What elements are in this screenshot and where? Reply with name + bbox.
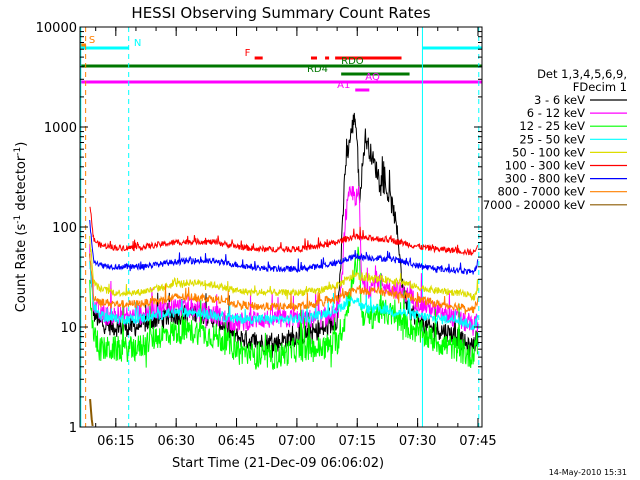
chart-title: HESSI Observing Summary Count Rates — [131, 4, 430, 22]
y-tick-label: 10000 — [36, 21, 77, 36]
legend-label: 6 - 12 keV — [527, 106, 585, 120]
legend-header-detectors: Det 1,3,4,5,6,9, — [537, 67, 627, 81]
legend-label: 50 - 100 keV — [512, 145, 585, 159]
flag-label: AQ — [365, 72, 380, 83]
flag-label: A1 — [337, 80, 350, 91]
x-tick-label: 07:15 — [339, 434, 376, 449]
x-tick-label: 06:45 — [218, 434, 255, 449]
legend-label: 800 - 7000 keV — [497, 185, 585, 199]
x-axis: 06:15 06:30 06:45 07:00 07:15 07:30 07:45 — [95, 27, 497, 449]
y-axis-label: Count Rate (s-1 detector-1) — [13, 142, 29, 313]
flag-label: RD4 — [307, 64, 328, 75]
series-line — [89, 206, 479, 256]
y-tick-label: 10 — [60, 321, 77, 336]
series-lines — [89, 112, 479, 427]
legend-label: 25 - 50 keV — [519, 132, 585, 146]
series-line — [89, 219, 479, 276]
x-tick-label: 06:15 — [97, 434, 134, 449]
y-tick-label: 1 — [69, 421, 77, 436]
y-axis: 1 10 100 1000 10000 — [36, 21, 482, 436]
legend-label: 100 - 300 keV — [505, 159, 585, 173]
x-tick-label: 07:00 — [278, 434, 315, 449]
x-tick-label: 07:45 — [459, 434, 496, 449]
legend-label: 12 - 25 keV — [519, 119, 585, 133]
series-line — [89, 235, 479, 302]
vertical-markers — [80, 27, 480, 427]
x-tick-label: 07:30 — [399, 434, 436, 449]
flag-label: F — [245, 48, 251, 59]
legend-label: 7000 - 20000 keV — [483, 198, 585, 212]
legend-label: 300 - 800 keV — [505, 172, 585, 186]
plot-frame — [79, 26, 483, 428]
series-line — [89, 246, 479, 371]
flag-label: S — [89, 35, 95, 46]
x-axis-label: Start Time (21-Dec-09 06:06:02) — [172, 456, 384, 471]
flag-label: N — [134, 38, 141, 49]
footer-date: 14-May-2010 15:31 — [549, 468, 627, 477]
series-line — [89, 253, 479, 315]
legend-header-fdecim: FDecim 1 — [573, 80, 627, 94]
y-tick-label: 1000 — [44, 121, 77, 136]
y-tick-label: 100 — [52, 221, 77, 236]
flag-bars: S N F RDO RD4 AQ A1 — [80, 35, 482, 92]
x-tick-label: 06:30 — [157, 434, 194, 449]
series-line — [89, 399, 94, 427]
legend-label: 3 - 6 keV — [534, 93, 585, 107]
series-line — [89, 260, 479, 331]
flag-label: RDO — [341, 56, 364, 67]
